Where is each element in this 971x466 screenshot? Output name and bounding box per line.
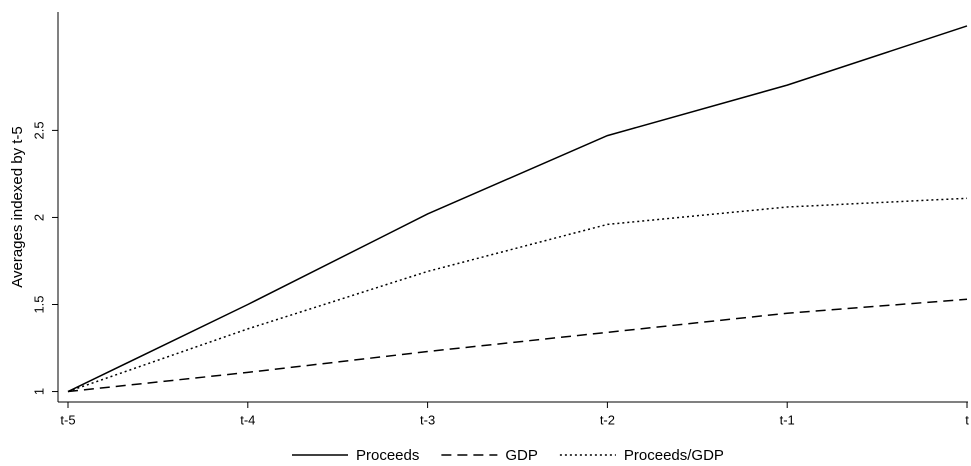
series-line (67, 25, 968, 393)
y-axis-label: Averages indexed by t-5 (9, 126, 26, 288)
y-tick-label: 1 (31, 388, 46, 395)
series-line (67, 197, 968, 393)
x-tick-label: t-3 (420, 412, 435, 427)
x-tick-label: t-1 (780, 412, 795, 427)
y-tick-label: 2 (31, 214, 46, 221)
y-tick-label: 2.5 (31, 121, 46, 139)
legend-label: Proceeds/GDP (624, 447, 724, 464)
x-tick-label: t (965, 412, 969, 427)
x-tick-label: t-4 (240, 412, 255, 427)
x-tick-label: t-2 (600, 412, 615, 427)
legend-label: GDP (505, 447, 538, 464)
series-line (67, 298, 968, 393)
x-tick-label: t-5 (60, 412, 75, 427)
legend-label: Proceeds (356, 447, 419, 464)
y-tick-label: 1.5 (31, 295, 46, 313)
